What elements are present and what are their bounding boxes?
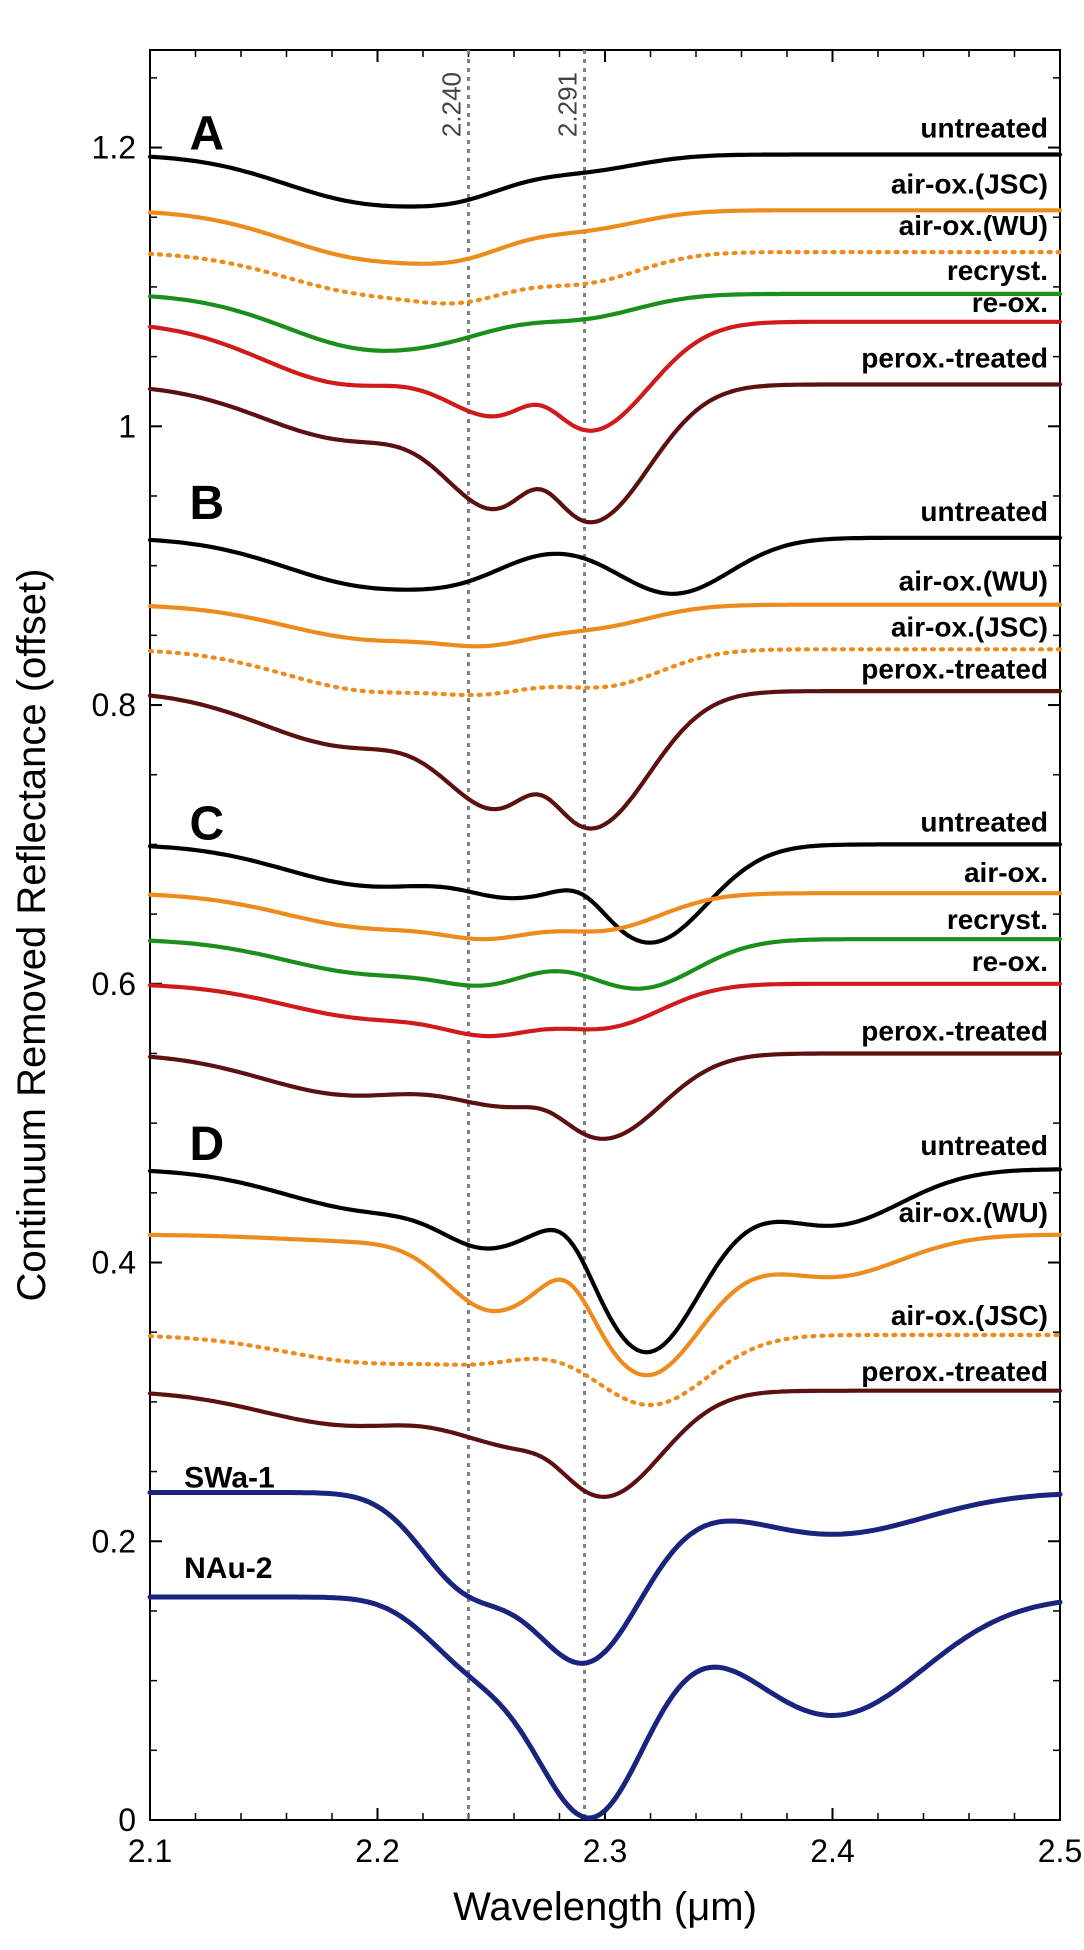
y-tick-label: 0.4: [92, 1245, 136, 1281]
spectrum-line: [150, 939, 1060, 989]
series-label: untreated: [920, 1130, 1048, 1161]
reference-label: NAu-2: [184, 1552, 272, 1585]
panel-letter: B: [190, 477, 225, 530]
x-axis-label: Wavelength (μm): [453, 1885, 757, 1929]
y-tick-label: 0.6: [92, 966, 136, 1002]
series-label: air-ox.(JSC): [891, 1300, 1048, 1331]
x-tick-label: 2.5: [1038, 1833, 1082, 1869]
series-label: untreated: [920, 496, 1048, 527]
series-label: air-ox.(JSC): [891, 612, 1048, 643]
spectrum-line: [150, 1054, 1060, 1139]
panel-letter: A: [190, 108, 225, 161]
spectrum-line: [150, 322, 1060, 431]
x-tick-label: 2.1: [128, 1833, 172, 1869]
y-tick-label: 0: [118, 1802, 136, 1838]
y-tick-label: 0.2: [92, 1523, 136, 1559]
reference-spectrum-line: [150, 1493, 1060, 1664]
series-label: re-ox.: [972, 287, 1048, 318]
panel-letter: D: [190, 1118, 225, 1171]
series-label: air-ox.(JSC): [891, 168, 1048, 199]
series-label: recryst.: [947, 255, 1048, 286]
spectrum-line: [150, 1391, 1060, 1497]
series-label: perox.-treated: [861, 1016, 1048, 1047]
series-label: air-ox.: [964, 857, 1048, 888]
series-label: re-ox.: [972, 946, 1048, 977]
panel-letter: C: [190, 798, 225, 851]
series-label: untreated: [920, 113, 1048, 144]
series-label: air-ox.(WU): [899, 1197, 1048, 1228]
y-axis-label: Continuum Removed Reflectance (offset): [10, 569, 54, 1302]
y-tick-label: 1: [118, 408, 136, 444]
vline-label: 2.240: [437, 72, 467, 137]
series-label: untreated: [920, 807, 1048, 838]
reflectance-chart: 2.1 2.2 2.3 2.4 2.5 0 0.2 0.4 0.6 0.8 1 1.2 Waveleng…: [0, 0, 1084, 1950]
series-label: air-ox.(WU): [899, 566, 1048, 597]
series-label: perox.-treated: [861, 1356, 1048, 1387]
x-tick-label: 2.4: [810, 1833, 854, 1869]
series-label: recryst.: [947, 904, 1048, 935]
series-label: air-ox.(WU): [899, 210, 1048, 241]
x-tick-label: 2.2: [355, 1833, 399, 1869]
series-label: perox.-treated: [861, 343, 1048, 374]
reference-spectrum-line: [150, 1597, 1060, 1818]
x-tick-label: 2.3: [583, 1833, 627, 1869]
series-label: perox.-treated: [861, 653, 1048, 684]
vline-label: 2.291: [553, 72, 583, 137]
y-tick-label: 0.8: [92, 687, 136, 723]
reference-label: SWa-1: [184, 1462, 275, 1495]
y-tick-label: 1.2: [92, 130, 136, 166]
